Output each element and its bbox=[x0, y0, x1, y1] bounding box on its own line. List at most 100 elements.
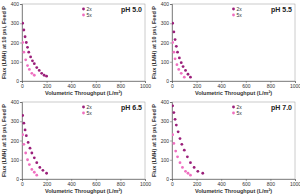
x-axis: 02004006008001000 bbox=[21, 179, 151, 187]
point bbox=[179, 161, 182, 164]
x-tick-label: 600 bbox=[92, 181, 101, 187]
y-axis-line bbox=[170, 103, 173, 180]
point bbox=[25, 134, 28, 137]
point bbox=[30, 168, 33, 171]
y-tick-mark bbox=[20, 121, 22, 122]
x-tick-label: 800 bbox=[267, 181, 276, 187]
point bbox=[174, 150, 177, 153]
point bbox=[181, 166, 184, 169]
x-axis: 02004006008001000 bbox=[21, 81, 151, 89]
point bbox=[30, 72, 33, 75]
y-tick-mark bbox=[170, 179, 172, 180]
point bbox=[193, 166, 196, 169]
x-axis-title: Volumetric Throughput (L/m²) bbox=[45, 188, 122, 194]
x-tick: 200 bbox=[193, 81, 202, 89]
x-tick: 400 bbox=[68, 179, 77, 187]
legend: 2x5x bbox=[82, 6, 92, 18]
legend-item: 5x bbox=[82, 12, 92, 18]
point bbox=[45, 172, 48, 175]
point bbox=[172, 31, 175, 34]
plot-frame bbox=[172, 4, 295, 81]
y-tick-label: 200 bbox=[161, 40, 170, 46]
y-tick-mark bbox=[170, 141, 172, 142]
y-tick: 100 bbox=[11, 157, 22, 163]
point bbox=[177, 130, 180, 133]
x-axis-line bbox=[23, 82, 146, 84]
x-tick-label: 0 bbox=[171, 83, 174, 89]
x-tick-label: 200 bbox=[193, 181, 202, 187]
x-tick: 800 bbox=[117, 81, 126, 89]
y-tick-label: 200 bbox=[11, 40, 20, 46]
x-axis: 02004006008001000 bbox=[171, 81, 300, 89]
y-tick-label: 0 bbox=[166, 176, 169, 182]
point bbox=[33, 156, 36, 159]
y-tick-mark bbox=[20, 179, 22, 180]
legend-marker bbox=[232, 106, 235, 109]
point bbox=[22, 51, 25, 54]
point bbox=[40, 72, 43, 75]
x-tick: 800 bbox=[117, 179, 126, 187]
y-tick-label: 400 bbox=[11, 99, 20, 105]
point bbox=[38, 69, 41, 72]
plot-frame bbox=[22, 102, 145, 179]
y-tick-label: 0 bbox=[166, 78, 169, 84]
x-tick: 1000 bbox=[140, 81, 151, 89]
y-tick: 200 bbox=[11, 138, 22, 144]
point bbox=[184, 69, 187, 72]
y-tick: 100 bbox=[161, 157, 172, 163]
point bbox=[180, 72, 183, 75]
point bbox=[178, 57, 181, 60]
point bbox=[176, 155, 179, 158]
x-tick: 200 bbox=[43, 81, 52, 89]
point bbox=[22, 41, 24, 44]
y-tick-label: 400 bbox=[161, 99, 170, 105]
x-axis-line bbox=[173, 180, 296, 182]
point bbox=[183, 149, 186, 152]
x-tick: 600 bbox=[92, 81, 101, 89]
x-tick: 400 bbox=[68, 81, 77, 89]
point bbox=[175, 124, 178, 127]
y-tick-label: 300 bbox=[161, 118, 170, 124]
y-tick-mark bbox=[170, 23, 172, 24]
point bbox=[189, 76, 192, 79]
x-tick-label: 800 bbox=[117, 181, 126, 187]
y-axis: 0 100 200 300 400 bbox=[11, 99, 23, 182]
y-axis-title: Flux (LMH) at 10 psi, Feed P bbox=[1, 104, 7, 177]
point bbox=[28, 163, 31, 166]
point bbox=[183, 76, 186, 79]
legend-marker bbox=[82, 112, 85, 115]
point bbox=[26, 64, 29, 67]
panel-title: pH 7.0 bbox=[271, 104, 292, 112]
x-tick: 600 bbox=[242, 179, 251, 187]
point bbox=[45, 75, 48, 78]
point bbox=[38, 166, 41, 169]
point bbox=[172, 142, 175, 145]
point bbox=[43, 74, 46, 77]
point bbox=[189, 161, 192, 164]
panel-title: pH 5.5 bbox=[271, 6, 292, 14]
y-tick: 300 bbox=[161, 118, 172, 124]
y-tick: 0 bbox=[166, 176, 172, 182]
y-tick-label: 100 bbox=[11, 157, 20, 163]
y-tick: 300 bbox=[161, 20, 172, 26]
y-tick-mark bbox=[170, 121, 172, 122]
x-tick-label: 800 bbox=[117, 83, 126, 89]
point bbox=[172, 41, 174, 44]
x-axis-line bbox=[23, 180, 146, 182]
x-tick: 1000 bbox=[290, 81, 300, 89]
point bbox=[187, 172, 190, 175]
point bbox=[25, 41, 28, 44]
point bbox=[22, 122, 25, 125]
y-tick-label: 0 bbox=[16, 176, 19, 182]
point bbox=[27, 141, 30, 144]
point bbox=[22, 133, 24, 136]
y-tick-label: 400 bbox=[161, 1, 170, 7]
y-tick-label: 300 bbox=[11, 118, 20, 124]
x-tick: 0 bbox=[171, 179, 174, 187]
point bbox=[22, 114, 24, 117]
point bbox=[201, 172, 204, 175]
y-tick-mark bbox=[20, 43, 22, 44]
point bbox=[30, 152, 33, 155]
x-tick-label: 1000 bbox=[290, 83, 300, 89]
x-tick-label: 400 bbox=[68, 181, 77, 187]
